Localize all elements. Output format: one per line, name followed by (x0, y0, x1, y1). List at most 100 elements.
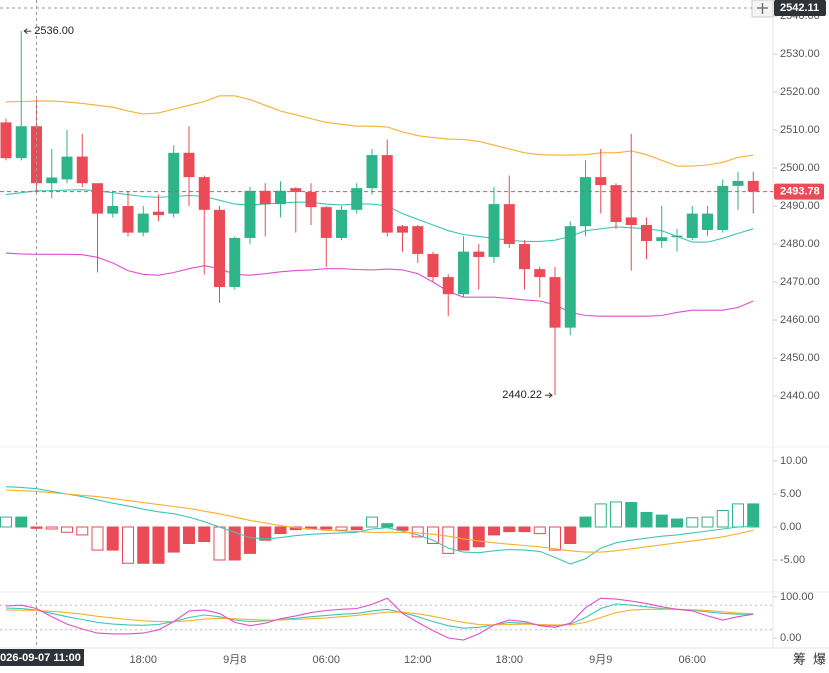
candle-body (320, 207, 332, 238)
y-tick-label: 2440.00 (780, 390, 820, 402)
candle-body (305, 191, 317, 208)
crosshair-y-tag (774, 0, 826, 16)
candle-body (168, 152, 180, 214)
histogram-bar (15, 516, 28, 528)
histogram-bar (533, 526, 546, 535)
histogram-bar (106, 526, 119, 551)
histogram-bar (655, 514, 668, 528)
histogram-bar (0, 516, 12, 528)
candle-body (686, 213, 698, 238)
histogram-bar (381, 523, 394, 528)
candle-body (503, 204, 515, 245)
candle-body (656, 237, 668, 241)
histogram-bar (76, 526, 89, 536)
histogram-bar (366, 516, 378, 528)
histogram-bar (213, 526, 226, 561)
histogram-bar (274, 526, 287, 535)
candle-body (625, 217, 637, 226)
histogram-bar (564, 526, 577, 544)
y-tick-label: 10.00 (780, 455, 808, 467)
candle-body (381, 155, 393, 233)
candle-body (580, 177, 591, 227)
y-tick-label: 2460.00 (780, 314, 820, 326)
y-tick-label: 100.00 (780, 591, 814, 603)
candle-body (244, 190, 256, 238)
histogram-bar (152, 526, 165, 564)
high-marker-label: 2536.00 (34, 25, 74, 37)
indicator-line (6, 608, 754, 626)
histogram-bar (350, 526, 363, 531)
y-tick-label: 2450.00 (780, 352, 820, 364)
histogram-bar (183, 526, 195, 544)
histogram-bar (122, 526, 134, 564)
candle-body (366, 155, 378, 189)
last-price-tag (774, 183, 824, 200)
macd-line (5, 486, 754, 565)
histogram-bar (518, 526, 531, 533)
indicator-line (5, 597, 754, 641)
candle-body (15, 126, 27, 159)
candle-body (519, 244, 530, 270)
candle-body (671, 235, 683, 238)
macd-line (5, 489, 754, 553)
histogram-bar (228, 526, 241, 561)
candle-body (534, 269, 546, 278)
add-button[interactable] (751, 0, 774, 18)
candle-body (229, 237, 241, 287)
histogram-bar (45, 526, 58, 530)
y-tick-label: 5.00 (780, 488, 801, 500)
candle-body (46, 177, 58, 184)
candle-body (397, 226, 408, 233)
candle-body (595, 177, 607, 186)
x-tick-label: 9月8 (223, 654, 246, 666)
candle-body (336, 209, 347, 238)
candle-body (442, 277, 454, 295)
candle-body (732, 180, 744, 186)
candle-body (564, 226, 576, 328)
candle-body (427, 253, 439, 278)
candle-body (473, 251, 485, 257)
candle-body (107, 206, 119, 214)
crosshair-y-label: 2542.11 (780, 2, 819, 14)
histogram-bar (716, 509, 729, 528)
candle-body (214, 209, 225, 287)
candle-body (0, 122, 12, 159)
histogram-bar (30, 526, 43, 529)
band-line (5, 252, 754, 317)
histogram-bar (640, 511, 653, 528)
low-marker-arrowhead (548, 392, 553, 399)
histogram-bar (610, 501, 622, 528)
crosshair-x-tag (0, 649, 84, 666)
candle-body (183, 152, 195, 178)
band-line (5, 189, 754, 243)
histogram-bar (549, 526, 561, 551)
candle-body (61, 156, 73, 180)
y-tick-label: 0.00 (780, 632, 801, 644)
y-tick-label: 2470.00 (780, 276, 820, 288)
histogram-bar (488, 526, 500, 536)
candle-body (92, 183, 103, 214)
histogram-bar (61, 526, 73, 533)
histogram-bar (320, 526, 333, 530)
y-tick-label: 0.00 (780, 521, 801, 533)
x-tick-label: 06:00 (312, 654, 340, 666)
histogram-bar (625, 502, 638, 528)
histogram-bar (747, 503, 760, 528)
histogram-bar (442, 526, 455, 554)
candle-body (549, 277, 561, 328)
candle-body (747, 180, 759, 192)
candle-body (153, 211, 164, 216)
indicator-line (5, 603, 754, 629)
candle-body (610, 185, 622, 222)
footer-icon: 筹 (793, 651, 806, 666)
candle-body (702, 213, 713, 230)
candle-body (351, 188, 363, 210)
x-tick-label: 06:00 (678, 654, 706, 666)
candle-body (488, 204, 500, 257)
y-tick-label: 2520.00 (780, 86, 820, 98)
y-tick-label: 2510.00 (780, 124, 820, 136)
histogram-bar (701, 516, 714, 528)
candle-body (76, 156, 88, 184)
x-tick-label: 9月9 (589, 654, 612, 666)
